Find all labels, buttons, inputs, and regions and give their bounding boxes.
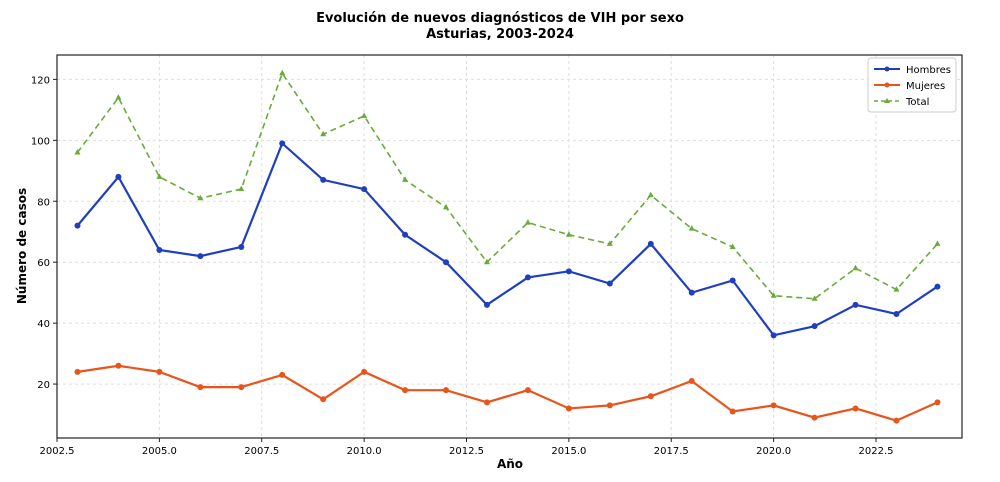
data-point-mujeres (688, 378, 695, 385)
data-point-hombres (238, 243, 245, 250)
series-line-hombres (76, 141, 939, 337)
data-point-total (606, 240, 613, 246)
data-point-hombres (606, 280, 613, 287)
legend-marker (884, 82, 890, 88)
legend-label-hombres: Hombres (906, 65, 951, 76)
data-point-total (483, 258, 490, 265)
data-point-total (524, 219, 531, 225)
x-tick-label: 2007.5 (244, 446, 279, 457)
data-point-hombres (279, 140, 286, 147)
data-point-total (770, 292, 777, 298)
data-point-hombres (483, 301, 490, 308)
x-tick-label: 2017.5 (654, 446, 689, 457)
data-point-hombres (852, 301, 859, 308)
data-point-total (74, 149, 81, 155)
legend-label-total: Total (905, 97, 929, 108)
data-point-hombres (197, 253, 204, 260)
data-point-total (361, 112, 368, 118)
plot-frame (56, 54, 963, 439)
data-point-total (934, 240, 941, 246)
data-point-mujeres (361, 368, 368, 375)
data-point-hombres (811, 323, 818, 330)
series-line-total (76, 71, 939, 300)
y-tick-label: 60 (37, 258, 50, 269)
data-point-total (197, 194, 204, 201)
series-line-mujeres (77, 364, 938, 422)
y-tick-label: 100 (31, 136, 50, 147)
x-tick-label: 2015.0 (551, 446, 586, 457)
data-point-total (238, 185, 245, 192)
y-axis-label: Número de casos (15, 188, 29, 304)
data-point-total (688, 225, 695, 231)
y-tick-label: 40 (37, 319, 50, 330)
legend-box (867, 57, 957, 113)
data-point-hombres (729, 277, 736, 284)
y-tick-label: 120 (31, 75, 50, 86)
data-point-hombres (74, 222, 81, 229)
data-point-mujeres (565, 405, 572, 412)
x-tick-label: 2010.0 (347, 446, 382, 457)
data-point-mujeres (934, 399, 941, 406)
y-tick-label: 20 (37, 380, 50, 391)
data-point-mujeres (852, 405, 859, 412)
data-point-total (402, 176, 409, 182)
data-point-mujeres (156, 368, 163, 375)
data-point-hombres (934, 283, 941, 290)
data-point-hombres (565, 268, 572, 275)
data-point-mujeres (238, 384, 245, 391)
x-tick-label: 2022.5 (859, 446, 894, 457)
data-point-mujeres (606, 402, 613, 409)
x-tick-label: 2020.0 (756, 446, 791, 457)
data-point-mujeres (770, 402, 777, 409)
data-point-total (279, 69, 286, 76)
data-point-hombres (115, 173, 122, 180)
data-point-mujeres (279, 371, 286, 378)
data-point-mujeres (443, 387, 450, 394)
data-point-total (729, 243, 736, 249)
data-point-mujeres (74, 368, 81, 375)
chart-title: Evolución de nuevos diagnósticos de VIH … (316, 11, 684, 26)
data-point-mujeres (483, 399, 490, 406)
data-point-total (115, 94, 122, 100)
legend: Hombres Mujeres Total (867, 57, 957, 113)
x-tick-label: 2012.5 (449, 446, 484, 457)
data-point-mujeres (811, 414, 818, 421)
data-point-total (320, 130, 327, 137)
data-point-mujeres (402, 387, 409, 394)
data-point-mujeres (729, 408, 736, 415)
x-tick-label: 2005.0 (142, 446, 177, 457)
data-point-mujeres (197, 384, 204, 391)
legend-marker (884, 66, 890, 72)
data-point-hombres (156, 247, 163, 254)
data-point-total (893, 286, 900, 292)
data-point-hombres (402, 231, 409, 238)
data-point-mujeres (320, 396, 327, 403)
data-point-total (156, 173, 163, 179)
data-point-hombres (443, 259, 450, 266)
data-point-mujeres (893, 417, 900, 424)
data-point-hombres (320, 176, 327, 183)
data-point-hombres (893, 310, 900, 317)
data-point-hombres (770, 332, 777, 339)
data-point-total (852, 264, 859, 271)
x-axis-label: Año (497, 457, 523, 471)
data-point-hombres (647, 240, 654, 247)
legend-marker (884, 98, 890, 103)
data-point-total (647, 191, 654, 198)
y-tick-label: 80 (37, 197, 50, 208)
data-point-total (565, 231, 572, 237)
data-point-mujeres (647, 393, 654, 400)
legend-label-mujeres: Mujeres (906, 81, 945, 92)
data-point-mujeres (524, 387, 531, 394)
data-point-total (811, 295, 818, 301)
data-point-hombres (688, 289, 695, 296)
chart-subtitle: Asturias, 2003-2024 (426, 27, 574, 42)
data-point-mujeres (115, 362, 122, 369)
x-tick-label: 2002.5 (40, 446, 75, 457)
data-point-total (443, 203, 450, 210)
data-point-hombres (524, 274, 531, 281)
data-point-hombres (361, 186, 368, 193)
